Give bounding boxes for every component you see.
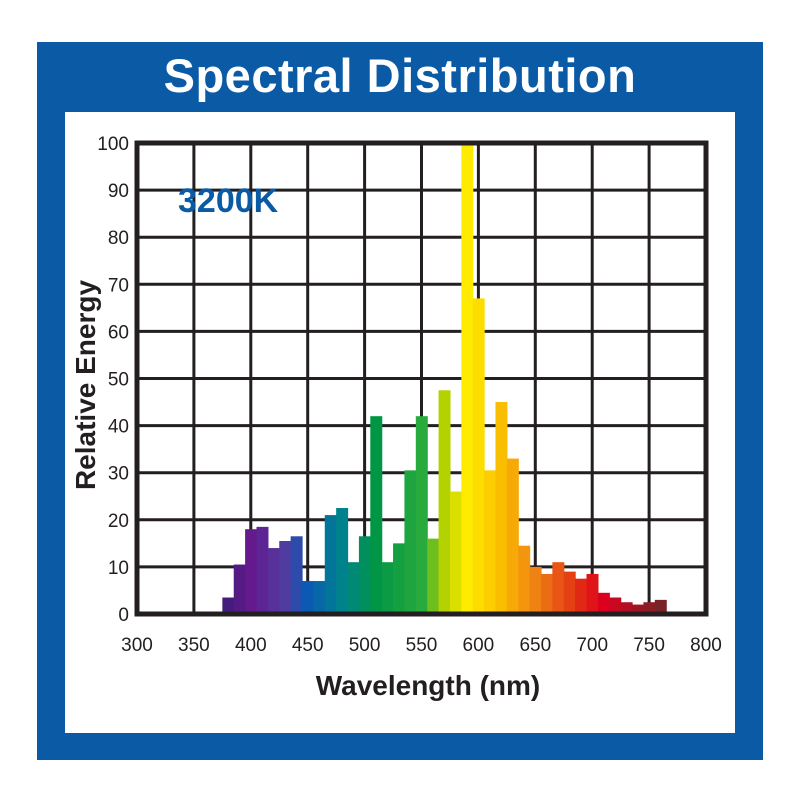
y-tick-label: 80: [108, 228, 129, 249]
spectrum-bar: [302, 581, 314, 614]
y-tick-label: 90: [108, 181, 129, 202]
y-tick-label: 60: [108, 322, 129, 343]
y-tick-label: 0: [118, 605, 129, 626]
chart-frame: Spectral Distribution: [37, 42, 763, 760]
x-tick-label: 650: [519, 635, 551, 656]
spectrum-bar: [529, 566, 542, 614]
y-tick-label: 20: [108, 511, 129, 532]
spectrum-bar: [484, 470, 497, 614]
spectrum-bar: [597, 592, 610, 614]
spectrum-bar: [290, 536, 303, 614]
y-tick-label: 10: [108, 558, 129, 579]
y-tick-label: 40: [108, 417, 129, 438]
x-tick-label: 500: [349, 635, 381, 656]
spectrum-bar: [267, 548, 280, 614]
spectrum-bar: [472, 298, 485, 614]
spectrum-bar: [620, 602, 633, 614]
spectrum-bar: [336, 508, 349, 614]
x-tick-label: 700: [576, 635, 608, 656]
y-tick-label: 30: [108, 464, 129, 485]
x-tick-label: 750: [633, 635, 665, 656]
spectrum-bar: [632, 604, 645, 614]
spectrum-bar: [654, 599, 667, 614]
spectrum-bar: [279, 540, 292, 614]
y-tick-label: 100: [97, 134, 129, 155]
y-axis-label: Relative Energy: [70, 280, 101, 491]
spectrum-bar: [324, 515, 337, 614]
plot-border: [134, 140, 709, 617]
spectrum-bar: [233, 564, 246, 614]
spectrum-bar: [256, 526, 269, 614]
spectrum-bar: [609, 597, 622, 614]
spectrum-bar: [495, 402, 508, 614]
spectrum-bar: [427, 538, 440, 614]
x-tick-label: 300: [121, 635, 153, 656]
spectrum-bar: [404, 470, 417, 614]
spectrum-bar: [347, 562, 360, 614]
spectrum-bar: [461, 143, 474, 614]
x-tick-label: 550: [406, 635, 438, 656]
chart-title: Spectral Distribution: [163, 49, 637, 102]
spectrum-bar: [222, 597, 235, 614]
x-tick-label: 350: [178, 635, 210, 656]
spectrum-bar: [358, 536, 371, 614]
spectrum-bar: [415, 416, 428, 614]
spectrum-bar: [575, 578, 588, 614]
x-tick-label: 450: [292, 635, 324, 656]
spectrum-bar: [449, 491, 462, 614]
y-tick-label: 70: [108, 275, 129, 296]
x-tick-label: 800: [690, 635, 722, 656]
spectrum-bar: [313, 581, 326, 614]
x-tick-label: 600: [463, 635, 495, 656]
spectrum-bar: [438, 390, 451, 614]
y-tick-label: 50: [108, 370, 129, 391]
spectrum-bar: [563, 571, 576, 614]
spectrum-bar: [381, 562, 394, 614]
spectrum-bar: [370, 416, 383, 614]
cct-label: 3200K: [178, 182, 279, 220]
spectrum-bar: [245, 529, 258, 614]
chart-panel: [65, 112, 735, 733]
spectrum-bar: [643, 602, 656, 614]
spectrum-bar: [518, 545, 531, 614]
x-tick-label: 400: [235, 635, 267, 656]
spectrum-bar: [552, 562, 565, 614]
spectrum-bar: [506, 458, 519, 614]
spectrum-bar: [586, 573, 599, 614]
spectrum-bar: [540, 573, 553, 614]
spectrum-bar: [393, 543, 406, 614]
x-axis-label: Wavelength (nm): [316, 670, 541, 701]
